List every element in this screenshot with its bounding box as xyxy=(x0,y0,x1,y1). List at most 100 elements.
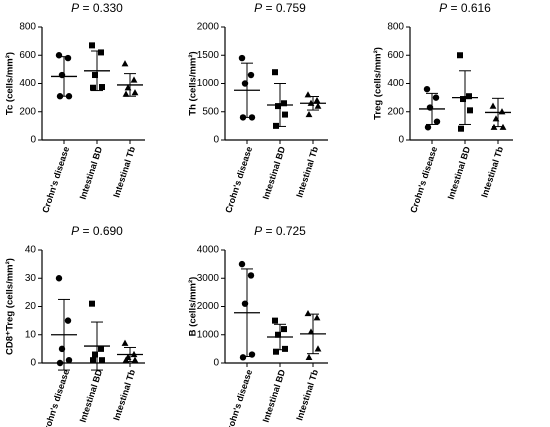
data-point xyxy=(89,42,95,49)
y-axis-label: Th (cells/mm²) xyxy=(188,51,199,115)
panel: P = 0.690 CD8⁺Treg (cells/mm²) 0 10 20 30 40 Cr… xyxy=(5,224,145,427)
x-tick-label: Intestinal BD xyxy=(78,145,105,201)
data-point xyxy=(282,345,288,352)
data-point xyxy=(304,91,312,98)
x-tick-label: Intestinal Tb xyxy=(479,145,505,199)
data-point xyxy=(92,351,98,358)
y-tick-label: 20 xyxy=(25,301,37,312)
y-tick-label: 200 xyxy=(19,106,36,117)
x-tick-label: Crohn's disease xyxy=(408,145,439,214)
data-point xyxy=(121,60,129,67)
data-point xyxy=(248,351,256,358)
data-point xyxy=(423,85,431,93)
y-tick-label: 600 xyxy=(19,50,36,61)
data-point xyxy=(130,76,138,83)
data-point xyxy=(65,93,73,100)
y-tick-label: 30 xyxy=(25,273,37,284)
y-tick-label: 40 xyxy=(25,245,37,256)
panel-title: P = 0.616 xyxy=(439,1,491,15)
y-tick-label: 1500 xyxy=(197,50,220,61)
data-point xyxy=(432,94,440,101)
panel: P = 0.759 Th (cells/mm²) 0 500 1000 1500 2000 C… xyxy=(188,1,328,214)
data-point xyxy=(90,357,96,364)
data-point xyxy=(56,93,64,100)
y-tick-label: 0 xyxy=(398,135,404,146)
data-point xyxy=(467,107,473,114)
data-point xyxy=(460,96,466,103)
data-point xyxy=(99,357,105,364)
data-point xyxy=(492,115,500,122)
y-tick-label: 3000 xyxy=(197,273,220,284)
data-point xyxy=(90,84,96,91)
data-point xyxy=(239,114,247,121)
data-point xyxy=(305,353,313,360)
data-point xyxy=(130,350,138,358)
x-tick-label: Intestinal BD xyxy=(261,145,288,201)
data-point xyxy=(314,102,322,109)
y-tick-label: 400 xyxy=(19,78,36,89)
data-point xyxy=(122,356,130,363)
data-point xyxy=(313,96,321,104)
data-point xyxy=(458,125,464,132)
data-point xyxy=(273,348,279,355)
x-tick-label: Intestinal Tb xyxy=(294,145,320,199)
data-point xyxy=(248,114,256,121)
x-tick-label: Crohn's disease xyxy=(223,145,254,214)
data-point xyxy=(241,80,249,87)
y-tick-label: 0 xyxy=(30,135,36,146)
y-axis-label: B (cells/mm²) xyxy=(188,277,199,337)
x-tick-label: Crohn's disease xyxy=(40,145,71,214)
data-point xyxy=(124,84,132,91)
data-point xyxy=(313,314,321,321)
x-tick-label: Intestinal Tb xyxy=(294,368,320,422)
y-tick-label: 0 xyxy=(213,135,219,146)
x-tick-label: Intestinal BD xyxy=(446,145,473,201)
data-point xyxy=(58,71,66,79)
x-tick-label: Intestinal BD xyxy=(78,368,105,424)
data-point xyxy=(466,93,472,100)
x-tick-label: Intestinal Tb xyxy=(111,368,137,422)
data-point xyxy=(131,356,139,363)
data-point xyxy=(499,123,507,130)
data-point xyxy=(247,71,255,79)
data-point xyxy=(64,54,72,62)
x-tick-label: Crohn's disease xyxy=(223,368,254,427)
data-point xyxy=(424,124,432,131)
data-point xyxy=(238,260,246,268)
y-tick-label: 2000 xyxy=(197,301,220,312)
data-point xyxy=(65,356,73,364)
data-point xyxy=(275,103,281,110)
data-point xyxy=(272,69,278,76)
data-point xyxy=(98,49,104,56)
y-tick-label: 0 xyxy=(213,358,219,369)
y-tick-label: 600 xyxy=(387,50,404,61)
y-axis-label: CD8⁺Treg (cells/mm²) xyxy=(5,258,16,355)
data-point xyxy=(121,339,129,346)
y-tick-label: 800 xyxy=(387,22,404,33)
x-tick-label: Crohn's disease xyxy=(40,368,71,427)
data-point xyxy=(64,317,72,324)
y-tick-label: 800 xyxy=(19,22,36,33)
data-point xyxy=(498,108,506,115)
y-axis-label: Tc (cells/mm²) xyxy=(5,52,16,115)
data-point xyxy=(282,111,288,118)
data-point xyxy=(307,99,315,106)
data-point xyxy=(89,300,95,307)
data-point xyxy=(307,328,315,335)
y-axis-label: Treg (cells/mm²) xyxy=(373,47,384,120)
data-point xyxy=(275,331,281,338)
panel: P = 0.616 Treg (cells/mm²) 0 200 400 600 800 Cr… xyxy=(373,1,513,214)
data-point xyxy=(305,110,313,118)
data-point xyxy=(314,345,322,352)
data-point xyxy=(426,104,434,111)
y-tick-label: 4000 xyxy=(197,245,220,256)
data-point xyxy=(433,118,441,125)
data-point xyxy=(247,272,255,279)
data-point xyxy=(56,359,64,367)
panel-title: P = 0.330 xyxy=(71,1,123,15)
data-point xyxy=(239,354,247,361)
data-point xyxy=(273,122,279,129)
data-point xyxy=(281,326,287,333)
x-tick-label: Intestinal Tb xyxy=(111,145,137,199)
